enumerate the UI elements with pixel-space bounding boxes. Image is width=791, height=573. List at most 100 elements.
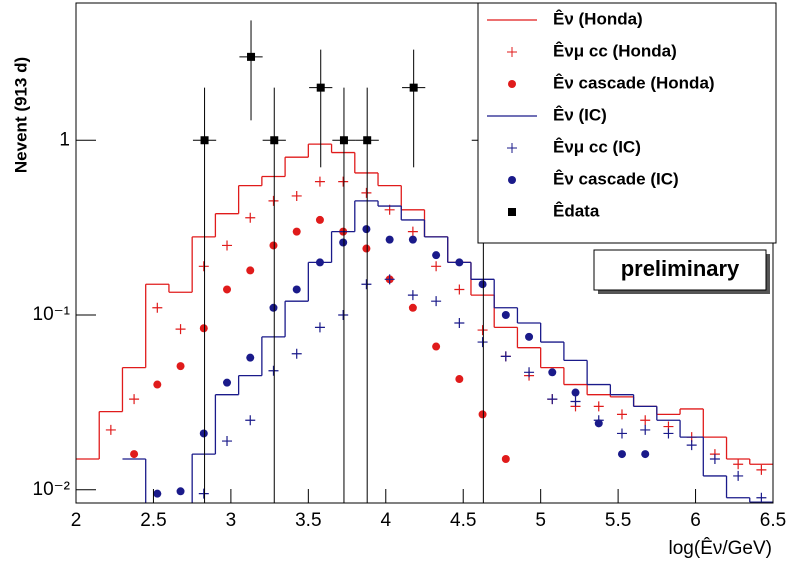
plus-marker bbox=[431, 296, 442, 307]
data-point bbox=[409, 83, 418, 92]
dot-marker bbox=[408, 303, 417, 312]
plus-marker bbox=[616, 428, 627, 439]
frame bbox=[75, 2, 774, 504]
dot-marker bbox=[246, 353, 255, 362]
y-tick-label: 1 bbox=[59, 129, 70, 150]
dot-marker bbox=[153, 380, 162, 389]
legend-label: Êν cascade (IC) bbox=[553, 169, 679, 188]
dot-marker bbox=[432, 342, 441, 351]
plus-marker bbox=[570, 396, 581, 407]
annotation: preliminary bbox=[621, 256, 740, 281]
data-point bbox=[316, 83, 325, 92]
dot-marker bbox=[571, 388, 580, 397]
plus-marker bbox=[268, 195, 279, 206]
plus-marker bbox=[663, 428, 674, 439]
dot-marker bbox=[339, 238, 348, 247]
x-tick-label: 4.5 bbox=[450, 510, 476, 531]
dot-marker bbox=[478, 280, 487, 289]
dot-marker bbox=[501, 311, 510, 320]
dot-marker bbox=[385, 235, 394, 244]
plus-marker bbox=[361, 279, 372, 290]
x-tick-label: 2.5 bbox=[140, 510, 166, 531]
dot-marker bbox=[223, 285, 232, 294]
dot-marker bbox=[408, 235, 417, 244]
plus-marker bbox=[291, 348, 302, 359]
legend-symbol bbox=[508, 80, 516, 88]
y-axis-label: Nevent (913 d) bbox=[11, 57, 30, 173]
plus-marker bbox=[152, 302, 163, 313]
dot-marker bbox=[455, 258, 464, 267]
dot-marker bbox=[130, 450, 139, 459]
plus-marker bbox=[314, 176, 325, 187]
dot-marker bbox=[292, 285, 301, 294]
x-tick-label: 3 bbox=[226, 510, 237, 531]
dot-marker bbox=[292, 227, 301, 236]
dot-marker bbox=[432, 251, 441, 260]
data-point bbox=[363, 136, 372, 145]
plus-marker bbox=[500, 351, 511, 362]
plus-marker bbox=[361, 187, 372, 198]
dot-marker bbox=[362, 225, 371, 234]
plus-marker bbox=[616, 409, 627, 420]
plus-marker bbox=[640, 415, 651, 426]
plus-marker bbox=[175, 324, 186, 335]
plus-marker bbox=[105, 424, 116, 435]
legend-label: Êν (IC) bbox=[553, 105, 607, 124]
dot-marker bbox=[315, 215, 324, 224]
plus-marker bbox=[733, 470, 744, 481]
dot-marker bbox=[641, 450, 650, 459]
plus-marker bbox=[291, 190, 302, 201]
dot-marker bbox=[315, 258, 324, 267]
plus-marker bbox=[547, 394, 558, 405]
dot-marker bbox=[269, 303, 278, 312]
plus-marker bbox=[431, 261, 442, 272]
plus-marker bbox=[756, 492, 767, 503]
dot-marker bbox=[153, 489, 162, 498]
plus-marker bbox=[198, 488, 209, 499]
plus-marker bbox=[222, 240, 233, 251]
plus-marker bbox=[384, 274, 395, 285]
legend-label: Êdata bbox=[553, 201, 600, 220]
plus-marker bbox=[477, 337, 488, 348]
legend-label: Êν (Honda) bbox=[553, 9, 643, 28]
plus-marker bbox=[477, 325, 488, 336]
x-tick-label: 6 bbox=[690, 510, 701, 531]
legend-label: Êνμ cc (Honda) bbox=[553, 41, 677, 60]
dot-marker bbox=[246, 266, 255, 275]
dot-marker bbox=[199, 429, 208, 438]
legend-symbol bbox=[508, 208, 516, 216]
x-tick-label: 5 bbox=[535, 510, 546, 531]
legend-symbol bbox=[507, 47, 517, 57]
dot-marker bbox=[362, 244, 371, 253]
legend-label: Êν cascade (Honda) bbox=[553, 73, 715, 92]
plus-marker bbox=[454, 318, 465, 329]
plus-marker bbox=[129, 394, 140, 405]
legend-symbol bbox=[508, 176, 516, 184]
plus-marker bbox=[593, 401, 604, 412]
dot-marker bbox=[501, 454, 510, 463]
plus-marker bbox=[640, 424, 651, 435]
plus-marker bbox=[756, 464, 767, 475]
data-point bbox=[270, 136, 279, 145]
plus-marker bbox=[454, 284, 465, 295]
plus-marker bbox=[222, 436, 233, 447]
x-tick-label: 5.5 bbox=[605, 510, 631, 531]
plus-marker bbox=[245, 415, 256, 426]
dot-marker bbox=[223, 378, 232, 387]
plus-marker bbox=[268, 365, 279, 376]
legend-box bbox=[477, 2, 777, 244]
plus-marker bbox=[338, 310, 349, 321]
legend-symbol bbox=[507, 143, 517, 153]
dot-marker bbox=[176, 362, 185, 371]
plus-marker bbox=[407, 226, 418, 237]
dot-marker bbox=[269, 241, 278, 250]
annotation-box bbox=[593, 249, 767, 291]
dot-marker bbox=[199, 324, 208, 333]
dot-marker bbox=[617, 450, 626, 459]
x-tick-label: 3.5 bbox=[295, 510, 321, 531]
dot-marker bbox=[525, 332, 534, 341]
plus-marker bbox=[245, 212, 256, 223]
dot-marker bbox=[455, 375, 464, 384]
data-point bbox=[200, 136, 209, 145]
